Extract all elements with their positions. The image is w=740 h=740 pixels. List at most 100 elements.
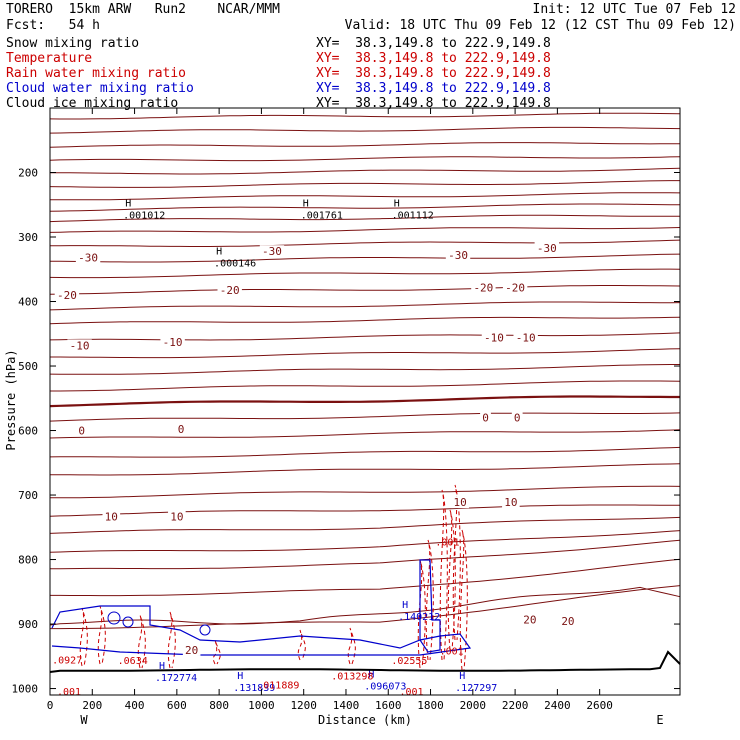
isotherm-label: 10 — [454, 496, 467, 509]
rain-contour — [97, 605, 106, 665]
snow-max-marker: H — [303, 199, 309, 210]
isotherm-line — [49, 364, 680, 375]
isotherm-label: 10 — [170, 510, 183, 523]
isotherm-label: -20 — [220, 284, 240, 297]
isotherm-label-bg — [511, 411, 523, 424]
isotherm-label: 10 — [105, 510, 118, 523]
isotherm-line — [49, 516, 681, 534]
cloud-water-cell — [419, 559, 441, 653]
field-xy-cloud-ice: XY= 38.3,149.8 to 222.9,149.8 — [316, 96, 551, 111]
cloud-water-max-value: .131839 — [233, 683, 275, 694]
field-name-temperature: Temperature — [6, 51, 93, 66]
isotherm-label-bg — [445, 249, 471, 262]
isotherm-label: -20 — [473, 281, 493, 294]
temperature-contours — [49, 112, 681, 630]
y-tick-label: 200 — [18, 167, 38, 180]
isotherm-label-bg — [502, 281, 528, 294]
isotherm-label: -10 — [163, 336, 183, 349]
rain-contours — [79, 484, 468, 671]
rain-label: .011889 — [257, 681, 299, 692]
isotherm-line — [49, 268, 681, 279]
isotherm-line — [49, 156, 681, 162]
x-tick-label: 1800 — [417, 699, 444, 712]
cloud-water-ring — [107, 611, 121, 625]
isotherm-label-bg — [75, 251, 101, 264]
isotherm-label: -30 — [448, 249, 468, 262]
cloud-water-max-value: .172774 — [155, 673, 197, 684]
isotherm-label-bg — [480, 411, 491, 424]
isotherm-label-bg — [102, 510, 121, 523]
cloud-water-max-value: .140212 — [398, 612, 440, 623]
isotherm-line — [49, 180, 680, 188]
isotherm-label: 20 — [561, 615, 574, 628]
cloud-water-max-marker: H — [368, 670, 374, 681]
x-axis-label: Distance (km) — [318, 713, 412, 727]
snow-max-marker: H — [125, 199, 131, 210]
isotherm-line — [49, 530, 681, 553]
isotherm-line — [49, 285, 681, 295]
x-tick-label: 400 — [125, 699, 145, 712]
isotherm-line — [49, 112, 681, 120]
isotherm-label-bg — [559, 614, 577, 627]
x-tick-label: 2200 — [502, 699, 529, 712]
snow-max-value: .000146 — [214, 258, 256, 269]
cloud-water-ring — [122, 616, 134, 628]
x-tick-label: 2000 — [460, 699, 487, 712]
isotherm-label: 0 — [482, 412, 489, 425]
isotherm-line — [49, 539, 681, 570]
isotherm-line — [49, 214, 681, 223]
isotherm-label-bg — [259, 245, 285, 258]
model-title: TORERO 15km ARW Run2 NCAR/MMM — [6, 2, 280, 17]
isotherm-label: -20 — [57, 289, 77, 302]
isotherm-line — [49, 203, 681, 212]
edge-label: .0927 — [52, 655, 82, 666]
axes: 0 200 400 600 800 1000 1200 1400 1600 1800 2000 220… — [12, 108, 680, 712]
snow-max-marker: H — [216, 246, 222, 257]
y-tick-label: 600 — [18, 425, 38, 438]
field-name-snow: Snow mixing ratio — [6, 36, 140, 51]
isotherm-label: -30 — [78, 252, 98, 265]
snow-max-marker: H — [394, 199, 400, 210]
isotherm-line — [49, 192, 681, 201]
isotherm-line-low — [49, 586, 681, 626]
east-label: E — [656, 713, 663, 727]
rain-contour — [425, 539, 434, 661]
y-tick-label: 1000 — [12, 683, 39, 696]
plot-frame — [49, 107, 681, 696]
contour-labels: -30 -30 -30 -30 -20 -20 -20 -20 -10 -10 -10 -10 0 0 0 0… — [52, 199, 577, 698]
cloud-water-max-value: .127297 — [455, 683, 497, 694]
rain-contour — [439, 489, 448, 661]
isotherm-label: -10 — [484, 332, 504, 345]
isotherm-label-bg — [534, 241, 560, 254]
isotherm-label: -30 — [262, 245, 282, 258]
west-label: W — [80, 713, 88, 727]
isotherm-label-bg — [471, 281, 496, 294]
isotherm-label-bg — [67, 339, 92, 352]
isotherm-label: -10 — [516, 332, 536, 345]
snow-max-value: .001761 — [301, 211, 343, 222]
field-xy-temperature: XY= 38.3,149.8 to 222.9,149.8 — [316, 51, 551, 66]
isotherm-line — [49, 504, 680, 517]
isotherm-line — [49, 395, 680, 408]
field-xy-rain: XY= 38.3,149.8 to 222.9,149.8 — [316, 66, 551, 81]
x-tick-label: 1000 — [248, 699, 275, 712]
cloud-water-max-marker: H — [237, 671, 243, 682]
isotherm-label-bg — [502, 496, 520, 509]
edge-label: .0634 — [118, 656, 148, 667]
rain-contour — [297, 629, 306, 661]
isotherm-label: 20 — [185, 644, 198, 657]
isotherm-label-bg — [513, 331, 538, 344]
rain-contour — [447, 509, 456, 651]
isotherm-label-bg — [175, 423, 187, 436]
rain-contour — [212, 639, 221, 665]
isotherm-line — [50, 348, 681, 359]
rain-contour — [347, 627, 356, 665]
x-tick-label: 1200 — [290, 699, 317, 712]
isotherm-line — [49, 316, 681, 325]
cloud-water-max-marker: H — [159, 661, 165, 672]
terrain-line — [49, 650, 681, 673]
isotherm-line — [49, 227, 681, 233]
y-tick-label: 800 — [18, 554, 38, 567]
x-tick-label: 2600 — [586, 699, 613, 712]
rain-contour — [452, 484, 461, 641]
